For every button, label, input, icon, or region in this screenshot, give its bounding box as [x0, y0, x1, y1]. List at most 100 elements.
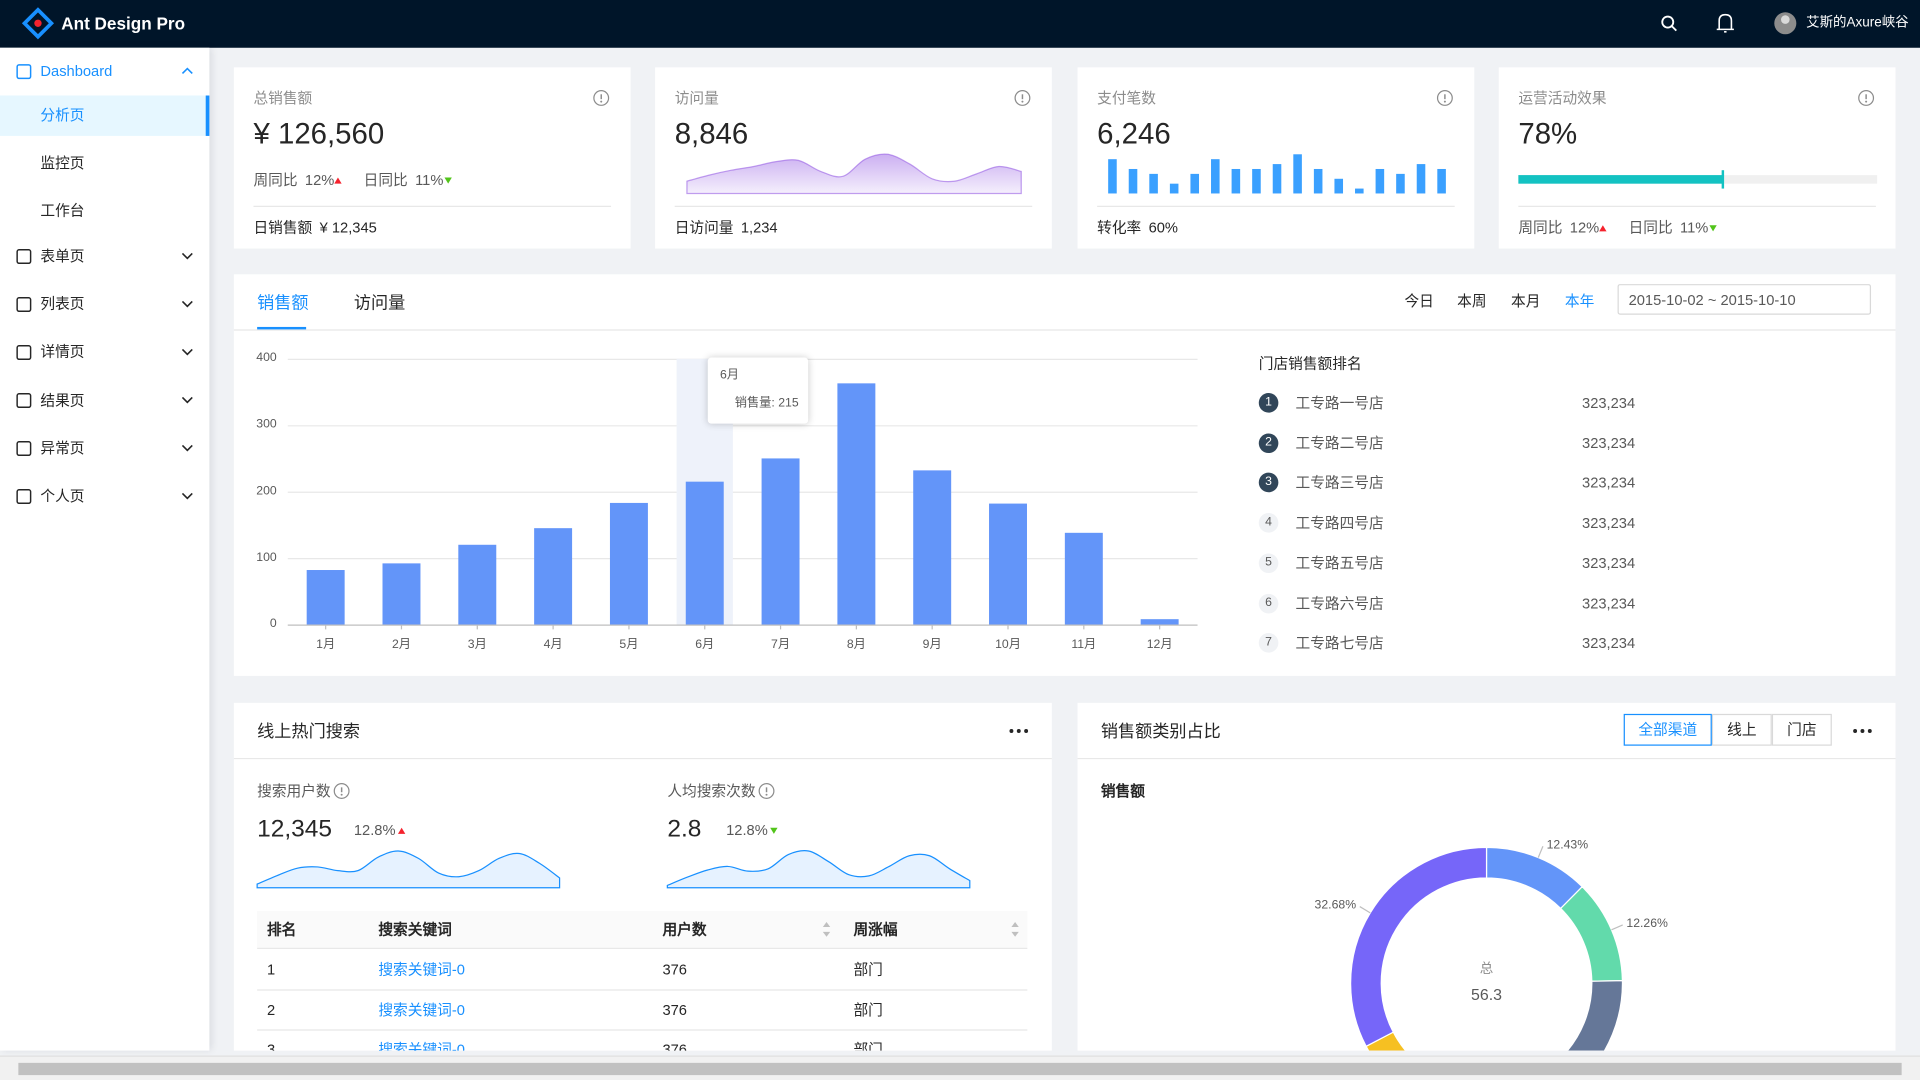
- mini-bar: [1211, 159, 1220, 194]
- tab[interactable]: 销售额: [257, 292, 309, 313]
- store-name: 工专路七号店: [1295, 634, 1384, 652]
- card-title: 总销售额: [253, 89, 313, 107]
- trend-arrow: [397, 827, 406, 834]
- menu-item[interactable]: 列表页: [40, 295, 85, 313]
- mini-bar: [1231, 168, 1241, 194]
- card: [1498, 67, 1896, 249]
- store-name: 工专路二号店: [1295, 434, 1384, 452]
- mini-bar: [1272, 164, 1282, 194]
- mini-bar: [1437, 168, 1446, 194]
- info-icon: [1021, 100, 1024, 103]
- label-line: [1359, 906, 1371, 914]
- menu-item[interactable]: 监控页: [40, 154, 85, 172]
- channel-label: 全部渠道: [1638, 721, 1698, 739]
- stat-value: 12,345: [257, 815, 333, 843]
- range-link[interactable]: 今日: [1404, 292, 1434, 310]
- sort-icon: [1011, 922, 1019, 927]
- bar: [609, 502, 648, 625]
- search-icon: [1661, 15, 1675, 29]
- user-name[interactable]: 艾斯的Axure峡谷: [1806, 15, 1909, 30]
- footer-value: ¥ 12,345: [319, 219, 377, 237]
- more-dot: [1860, 729, 1865, 733]
- channel-button[interactable]: [1771, 713, 1832, 746]
- label-line: [1611, 924, 1623, 931]
- x-tick-label: 3月: [467, 637, 487, 652]
- menu-item[interactable]: 分析页: [40, 106, 85, 124]
- range-link[interactable]: 本周: [1457, 292, 1487, 310]
- channel-button[interactable]: [1711, 713, 1772, 746]
- rank-badge: [1258, 553, 1279, 573]
- store-name: 工专路四号店: [1295, 514, 1384, 532]
- info-icon: [600, 100, 603, 103]
- store-value: 323,234: [1582, 594, 1636, 612]
- channel-label: 线上: [1727, 721, 1757, 739]
- tab[interactable]: 访问量: [353, 292, 406, 313]
- keyword-link[interactable]: 搜索关键词-0: [378, 1041, 465, 1051]
- trend-arrow: [1599, 225, 1607, 232]
- menu-item[interactable]: 表单页: [40, 247, 85, 265]
- x-tick-label: 9月: [922, 637, 942, 652]
- cell: 部门: [853, 1041, 883, 1051]
- stat-change: 12.8%: [726, 821, 768, 839]
- menu-item[interactable]: 详情页: [40, 343, 85, 361]
- x-tick-label: 10月: [995, 637, 1021, 652]
- range-link[interactable]: 本年: [1564, 292, 1595, 310]
- menu-item[interactable]: 个人页: [40, 487, 85, 505]
- chevron: [181, 444, 193, 452]
- more-dot: [1016, 729, 1021, 733]
- range-link[interactable]: 本月: [1511, 292, 1541, 310]
- search-area: [666, 850, 971, 889]
- chevron: [181, 348, 193, 356]
- mini-bar: [1334, 178, 1344, 194]
- chevron: [181, 252, 193, 260]
- cell: 2: [266, 1001, 276, 1019]
- pie-segment: [1350, 846, 1488, 1048]
- more-dot: [1853, 729, 1858, 733]
- more-dot: [1867, 729, 1872, 733]
- info-icon: [340, 793, 343, 796]
- store-value: 323,234: [1582, 514, 1636, 532]
- info-icon: [765, 793, 768, 796]
- menu-icon: [16, 345, 32, 360]
- graphics: [16, 64, 193, 505]
- avatar: [1781, 15, 1790, 24]
- stat-label: 搜索用户数: [257, 782, 331, 800]
- mini-bar: [1190, 173, 1200, 194]
- rank-number: 7: [1265, 635, 1272, 650]
- pie-segment: [1485, 846, 1584, 910]
- graphics: [21, 7, 1797, 40]
- sort-icon: [822, 922, 831, 927]
- store-name: 工专路三号店: [1295, 474, 1384, 492]
- pie-subtitle: 销售额: [1100, 782, 1145, 800]
- rank-number: 4: [1265, 515, 1272, 530]
- menu-icon: [16, 297, 32, 312]
- sort-icon: [1011, 931, 1019, 937]
- footer-value: 1,234: [740, 219, 778, 237]
- rank-number: 5: [1265, 555, 1272, 570]
- keyword-link[interactable]: 搜索关键词-0: [378, 961, 465, 979]
- bar: [534, 528, 573, 625]
- x-tick-label: 6月: [695, 637, 715, 652]
- y-tick-label: 100: [256, 550, 277, 565]
- stat-value: 2.8: [667, 815, 702, 843]
- mini-bar: [1416, 164, 1426, 194]
- mini-bar: [1396, 173, 1405, 194]
- trend-value: 11%: [1680, 219, 1709, 237]
- channel-label: 门店: [1787, 721, 1817, 739]
- menu-item[interactable]: 结果页: [40, 391, 85, 409]
- card-value: ¥ 126,560: [253, 117, 385, 151]
- scrollbar-thumb[interactable]: [18, 1062, 1902, 1076]
- date-range: 2015-10-02 ~ 2015-10-10: [1628, 291, 1796, 309]
- keyword-link[interactable]: 搜索关键词-0: [378, 1001, 465, 1019]
- info-icon: [1865, 100, 1868, 103]
- menu-item[interactable]: Dashboard: [40, 62, 113, 80]
- menu-item[interactable]: 工作台: [40, 202, 85, 220]
- rank-badge: [1258, 513, 1279, 533]
- date-picker[interactable]: [1617, 284, 1872, 315]
- bar: [458, 544, 497, 625]
- rank-number: 6: [1265, 595, 1272, 610]
- channel-button[interactable]: [1623, 713, 1712, 746]
- menu-item[interactable]: 异常页: [40, 439, 85, 457]
- ranking-title: 门店销售额排名: [1258, 355, 1362, 373]
